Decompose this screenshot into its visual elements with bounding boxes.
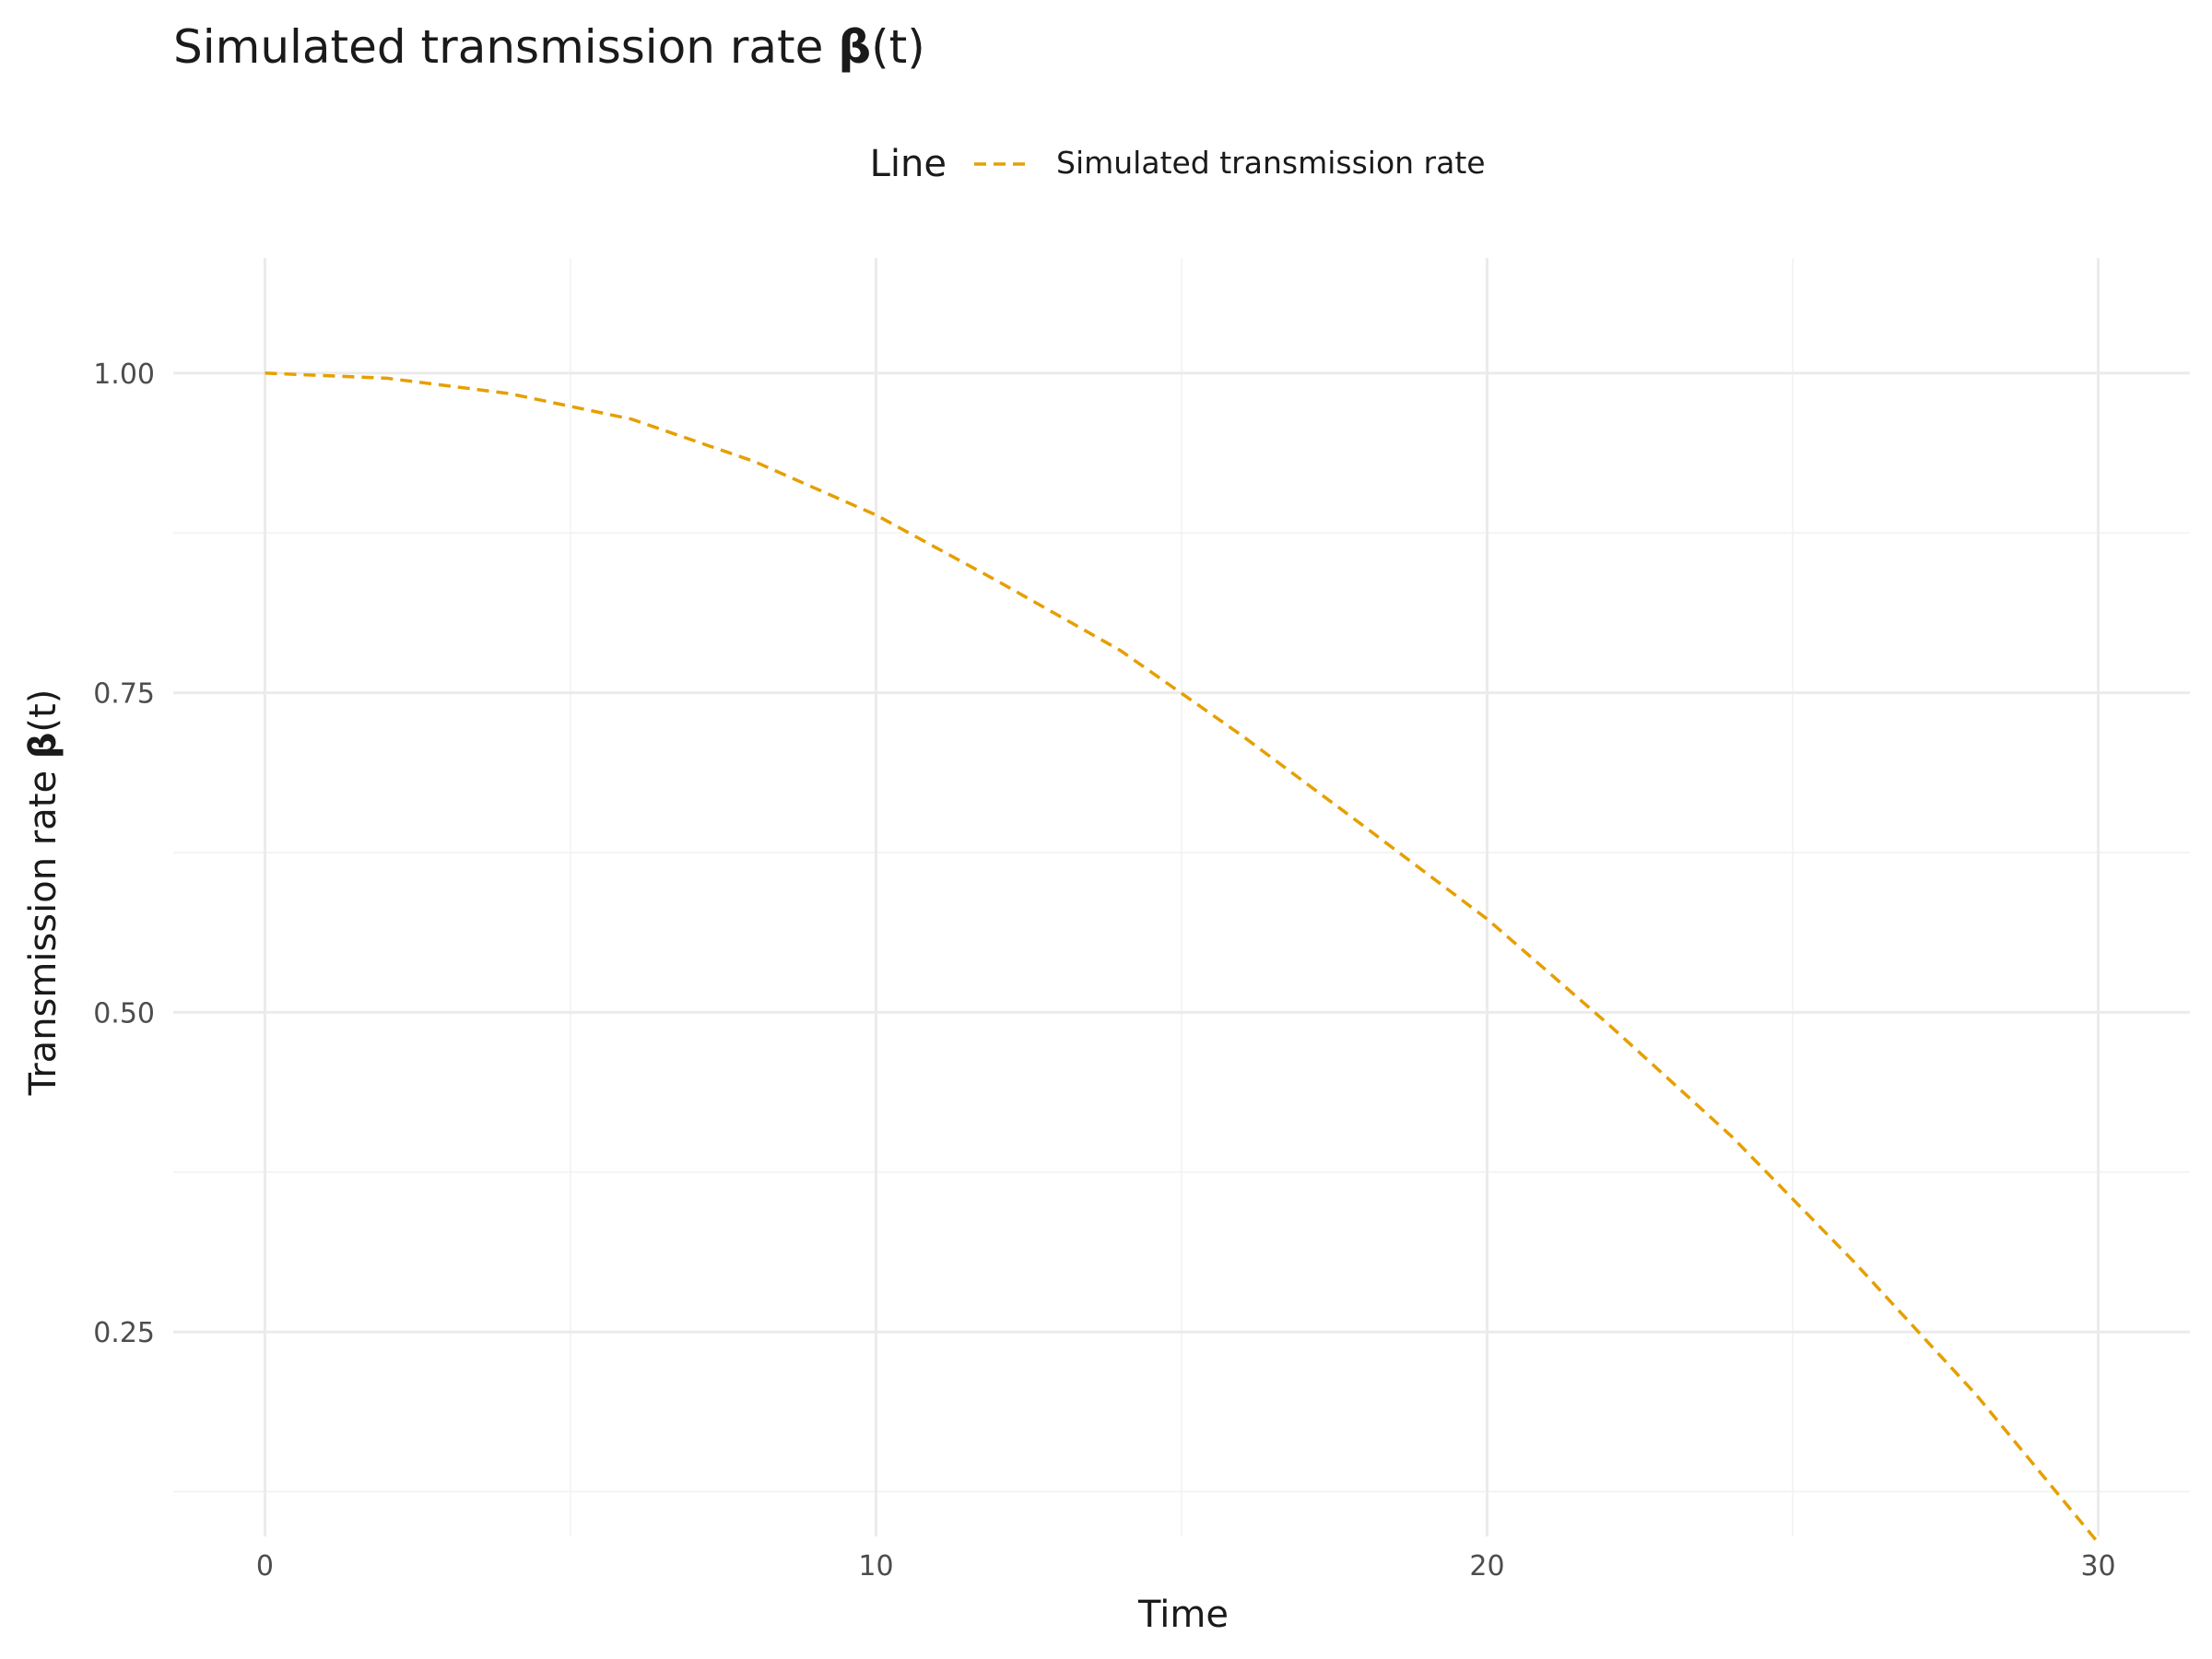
x-axis-title: Time	[1137, 1594, 1229, 1636]
legend: Line Simulated transmission rate	[870, 143, 1486, 185]
y-tick-label: 0.50	[93, 997, 155, 1030]
y-tick-label: 0.75	[93, 678, 155, 711]
y-tick-label: 0.25	[93, 1317, 155, 1349]
x-tick-label: 20	[1469, 1550, 1504, 1583]
series-layer	[265, 371, 2100, 1545]
y-axis-title: Transmission rate β(t)	[22, 689, 65, 1097]
legend-label: Simulated transmission rate	[1056, 145, 1486, 181]
x-tick-label: 30	[2080, 1550, 2115, 1583]
x-tick-label: 0	[256, 1550, 274, 1583]
chart-title: Simulated transmission rate β(t)	[173, 20, 925, 74]
series-line	[265, 371, 2100, 1545]
legend-title: Line	[870, 143, 947, 185]
y-tick-label: 1.00	[93, 359, 155, 391]
tick-labels: 0 10 20 30 0.25 0.50 0.75 1.00	[93, 359, 2115, 1583]
x-tick-label: 10	[858, 1550, 893, 1583]
grid	[173, 258, 2190, 1536]
